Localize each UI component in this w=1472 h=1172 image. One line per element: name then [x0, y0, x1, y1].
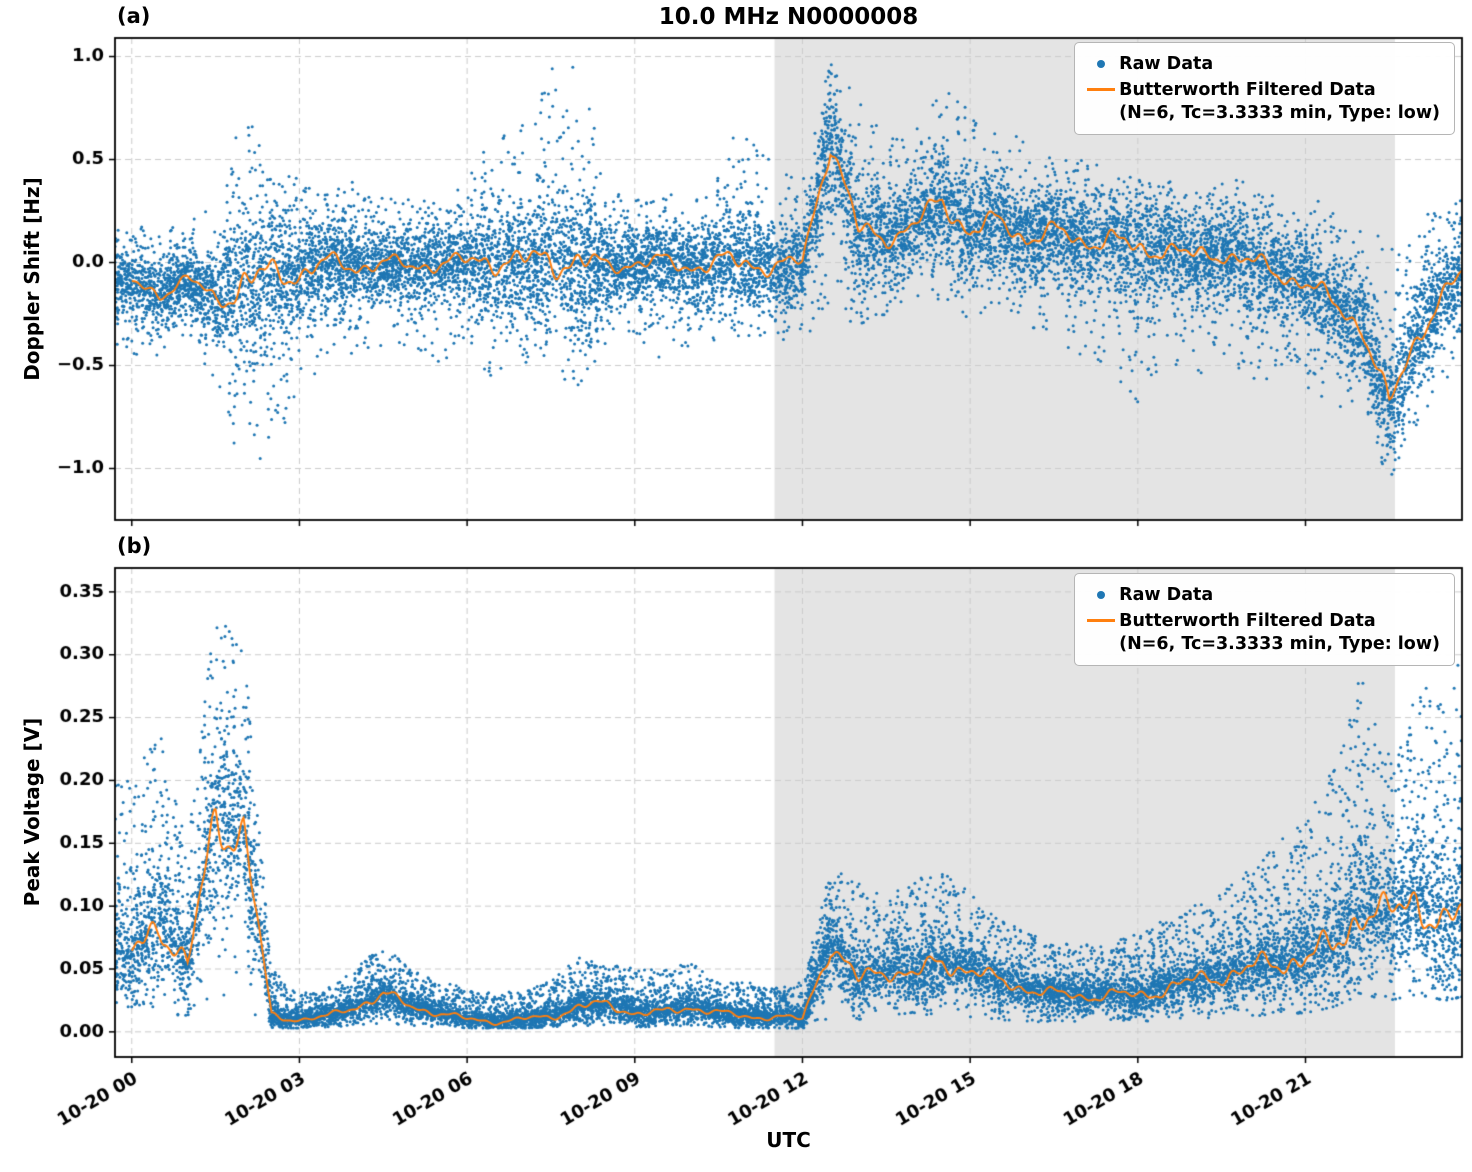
legend-row-raw: Raw Data [1083, 53, 1440, 76]
panel-b-label: (b) [117, 534, 152, 558]
panel-a-label: (a) [117, 4, 151, 28]
filtered-line-marker-icon [1087, 619, 1116, 623]
legend-filtered-label-line2: (N=6, Tc=3.3333 min, Type: low) [1119, 102, 1440, 123]
legend-filtered-label-line1: Butterworth Filtered Data [1119, 610, 1376, 631]
legend-row-filtered: Butterworth Filtered Data (N=6, Tc=3.333… [1083, 79, 1440, 125]
filtered-line-marker-wrap [1083, 610, 1119, 632]
chart-title: 10.0 MHz N0000008 [658, 4, 919, 30]
filtered-line-marker-icon [1087, 88, 1116, 92]
raw-data-marker-icon [1097, 591, 1106, 599]
legend-filtered-label-line2: (N=6, Tc=3.3333 min, Type: low) [1119, 633, 1440, 654]
raw-data-marker-wrap [1083, 53, 1119, 75]
legend-raw-label: Raw Data [1119, 585, 1214, 605]
legend-panel-b: Raw Data Butterworth Filtered Data (N=6,… [1074, 573, 1455, 667]
panel-a-ylabel: Doppler Shift [Hz] [20, 177, 44, 381]
raw-data-marker-icon [1097, 60, 1106, 68]
legend-row-raw: Raw Data [1083, 584, 1440, 607]
filtered-line-marker-wrap [1083, 79, 1119, 101]
panel-b-ylabel: Peak Voltage [V] [20, 717, 44, 907]
x-axis-label: UTC [766, 1128, 811, 1152]
legend-filtered-label-line1: Butterworth Filtered Data [1119, 79, 1376, 100]
legend-row-filtered: Butterworth Filtered Data (N=6, Tc=3.333… [1083, 610, 1440, 656]
legend-panel-a: Raw Data Butterworth Filtered Data (N=6,… [1074, 42, 1455, 136]
legend-raw-label: Raw Data [1119, 54, 1214, 74]
raw-data-marker-wrap [1083, 584, 1119, 606]
